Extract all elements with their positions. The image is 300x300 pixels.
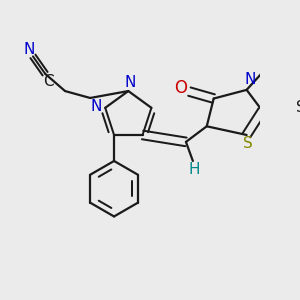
Text: C: C: [43, 74, 54, 89]
Text: H: H: [189, 162, 200, 177]
Text: N: N: [124, 75, 136, 90]
Text: S: S: [296, 100, 300, 115]
Text: O: O: [174, 79, 187, 97]
Text: S: S: [244, 136, 253, 151]
Text: N: N: [91, 99, 102, 114]
Text: N: N: [24, 42, 35, 57]
Text: N: N: [244, 72, 256, 87]
